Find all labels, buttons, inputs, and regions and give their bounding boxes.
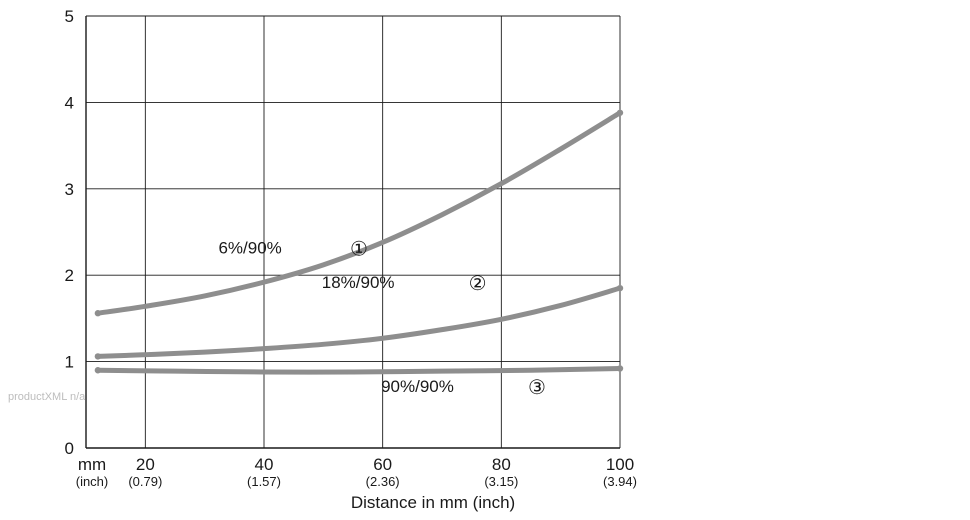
x-tick-sublabel: (3.94): [603, 474, 637, 489]
x-unit-mm: mm: [78, 455, 106, 474]
y-tick-label: 3: [65, 180, 74, 199]
y-tick-label: 5: [65, 7, 74, 26]
x-tick-sublabel: (2.36): [366, 474, 400, 489]
x-tick-label: 20: [136, 455, 155, 474]
curve-3-label: 90%/90%: [381, 377, 454, 396]
y-tick-label: 1: [65, 353, 74, 372]
curve-3-endcap: [95, 367, 101, 373]
curve-3-circled-number: ③: [528, 377, 546, 399]
x-unit-inch: (inch): [76, 474, 109, 489]
curve-2-endcap: [95, 353, 101, 359]
x-tick-sublabel: (1.57): [247, 474, 281, 489]
x-tick-sublabel: (0.79): [128, 474, 162, 489]
x-tick-label: 60: [373, 455, 392, 474]
curve-1-circled-number: ①: [350, 239, 368, 261]
chart-svg: 0 1 2 3 4 5 mm(inch) 20(0.79) 40(1.57) 60(2.36) 80…: [0, 0, 970, 520]
x-tick-label: 40: [255, 455, 274, 474]
y-tick-label: 2: [65, 266, 74, 285]
curve-2-label: 18%/90%: [322, 273, 395, 292]
curve-1-endcap: [95, 310, 101, 316]
x-tick-label: 80: [492, 455, 511, 474]
y-tick-label: 4: [65, 93, 74, 112]
x-axis-title: Distance in mm (inch): [351, 493, 515, 512]
x-tick-sublabel: (3.15): [484, 474, 518, 489]
chart-container: 0 1 2 3 4 5 mm(inch) 20(0.79) 40(1.57) 60(2.36) 80…: [0, 0, 970, 520]
curve-1-endcap: [617, 110, 623, 116]
curve-2-endcap: [617, 285, 623, 291]
x-tick-label: 100: [606, 455, 634, 474]
watermark: productXML n/a: [8, 391, 86, 403]
curve-3-endcap: [617, 365, 623, 371]
curve-2-circled-number: ②: [469, 273, 487, 295]
y-tick-label: 0: [65, 439, 74, 458]
curve-1-label: 6%/90%: [218, 239, 281, 258]
